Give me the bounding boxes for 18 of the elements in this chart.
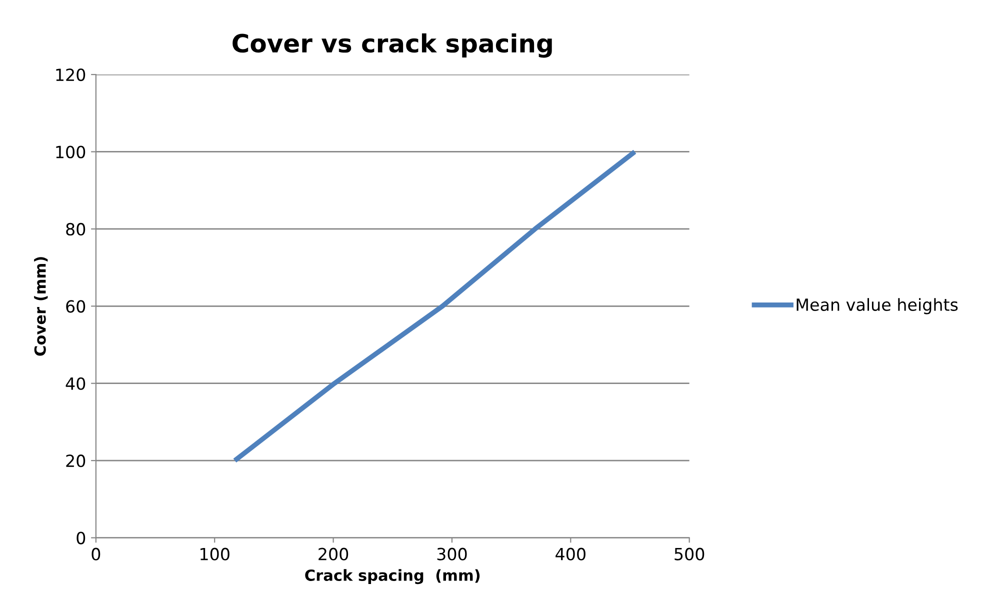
y-tick-label: 100 — [56, 146, 86, 158]
x-tick-label: 100 — [200, 548, 230, 560]
x-tick-label: 500 — [674, 548, 704, 560]
y-tick-label: 120 — [56, 68, 86, 82]
y-tick-label: 20 — [66, 454, 86, 468]
legend-label: Mean value heights — [796, 298, 958, 314]
y-tick-label: 80 — [66, 222, 86, 236]
y-tick-label: 40 — [66, 377, 86, 390]
line-series — [232, 149, 638, 463]
x-tick-label: 0 — [92, 548, 100, 560]
chart-title: Cover vs crack spacing — [232, 33, 552, 58]
x-tick-label: 300 — [437, 548, 467, 560]
y-tick-label: 60 — [66, 300, 86, 313]
y-axis-title: Cover (mm) — [34, 257, 48, 356]
x-tick-label: 400 — [556, 548, 586, 560]
x-axis-title: Crack spacing (mm) — [305, 569, 480, 584]
x-tick-label: 200 — [318, 548, 348, 560]
y-tick-label: 0 — [76, 532, 86, 544]
